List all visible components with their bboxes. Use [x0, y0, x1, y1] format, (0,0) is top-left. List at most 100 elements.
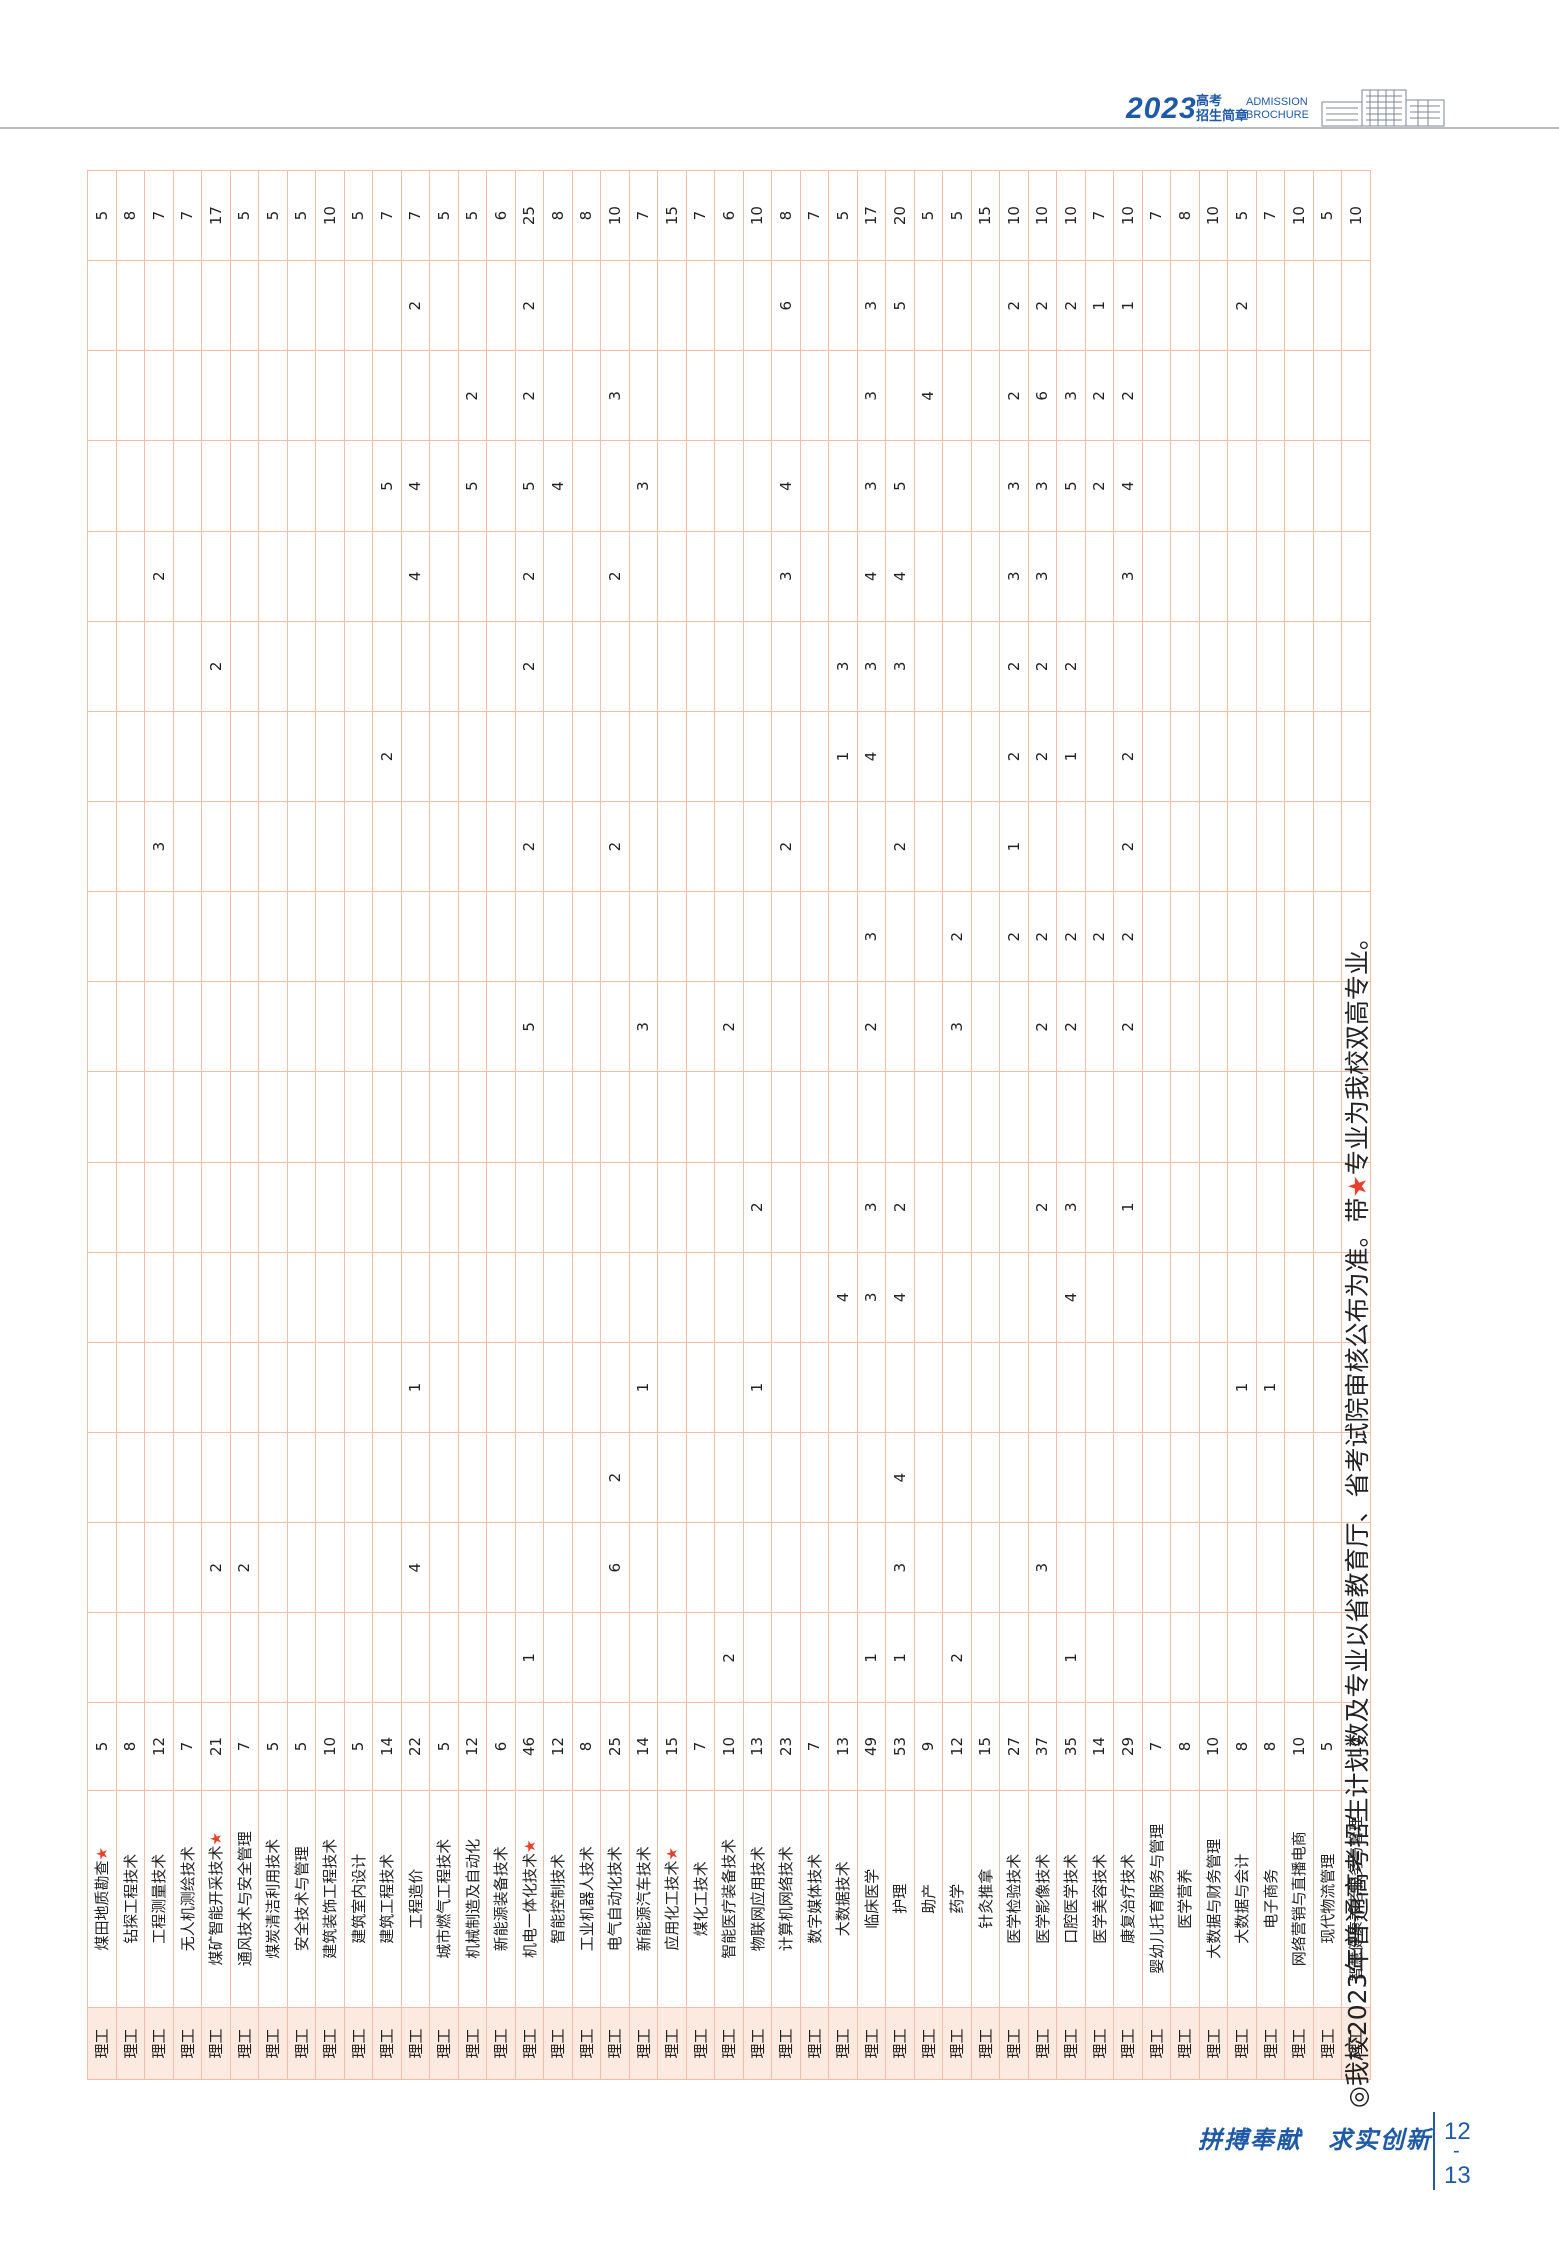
empty-cell: [942, 1432, 971, 1523]
empty-cell: [173, 1432, 202, 1523]
empty-cell: [914, 981, 943, 1072]
empty-cell: [543, 801, 572, 892]
count-cell: 3: [857, 1162, 886, 1253]
empty-cell: [572, 260, 601, 351]
count-cell: 7: [372, 170, 401, 261]
empty-cell: [657, 1162, 686, 1253]
empty-cell: [657, 1432, 686, 1523]
category-cell: 理工: [1199, 2007, 1228, 2080]
empty-cell: [87, 1071, 116, 1163]
empty-cell: [743, 1522, 772, 1613]
empty-cell: [771, 1071, 800, 1163]
empty-cell: [173, 1071, 202, 1163]
category-cell: 理工: [942, 2007, 971, 2080]
empty-cell: [429, 981, 458, 1072]
empty-cell: [287, 440, 316, 532]
header-rule: [0, 127, 1559, 129]
empty-cell: [800, 891, 829, 982]
major-cell: 煤化工技术: [686, 1790, 715, 2008]
major-cell: 工程测量技术: [144, 1790, 173, 2008]
count-cell: 3: [1113, 531, 1142, 622]
empty-cell: [458, 891, 487, 982]
empty-cell: [116, 1071, 145, 1163]
empty-cell: [543, 621, 572, 712]
empty-cell: [1199, 621, 1228, 712]
empty-cell: [429, 260, 458, 351]
empty-cell: [173, 440, 202, 532]
empty-cell: [629, 350, 658, 441]
total-cell: 49: [857, 1702, 886, 1791]
empty-cell: [486, 621, 515, 712]
count-cell: 2: [458, 350, 487, 441]
empty-cell: [1256, 711, 1285, 802]
empty-cell: [429, 1162, 458, 1253]
category-cell: 理工: [800, 2007, 829, 2080]
empty-cell: [686, 801, 715, 892]
empty-cell: [230, 350, 259, 441]
empty-cell: [971, 1071, 1000, 1163]
empty-cell: [515, 1522, 544, 1613]
count-cell: 3: [857, 621, 886, 712]
count-cell: 10: [1341, 170, 1370, 261]
empty-cell: [629, 1522, 658, 1613]
empty-cell: [1199, 711, 1228, 802]
empty-cell: [572, 1612, 601, 1703]
empty-cell: [1056, 801, 1085, 892]
category-cell: 理工: [486, 2007, 515, 2080]
count-cell: 10: [315, 170, 344, 261]
major-cell: 煤矿智能开采技术★: [201, 1790, 230, 2008]
empty-cell: [287, 1071, 316, 1163]
empty-cell: [201, 1342, 230, 1433]
empty-cell: [116, 260, 145, 351]
total-cell: 15: [971, 1702, 1000, 1791]
empty-cell: [543, 1162, 572, 1253]
count-cell: 2: [600, 531, 629, 622]
total-cell: 5: [344, 1702, 373, 1791]
count-cell: 10: [743, 170, 772, 261]
empty-cell: [258, 1522, 287, 1613]
empty-cell: [657, 1252, 686, 1343]
empty-cell: [287, 1612, 316, 1703]
count-cell: 8: [1170, 170, 1199, 261]
empty-cell: [800, 711, 829, 802]
empty-cell: [828, 1162, 857, 1253]
total-cell: 7: [230, 1702, 259, 1791]
empty-cell: [714, 801, 743, 892]
major-cell: 医学营养: [1170, 1790, 1199, 2008]
empty-cell: [87, 981, 116, 1072]
total-cell: 7: [1142, 1702, 1171, 1791]
count-cell: 2: [1056, 621, 1085, 712]
empty-cell: [1341, 621, 1370, 712]
empty-cell: [1199, 981, 1228, 1072]
category-cell: 理工: [999, 2007, 1028, 2080]
empty-cell: [344, 260, 373, 351]
category-cell: 理工: [1284, 2007, 1313, 2080]
empty-cell: [429, 1612, 458, 1703]
empty-cell: [116, 1342, 145, 1433]
empty-cell: [486, 801, 515, 892]
empty-cell: [800, 1612, 829, 1703]
category-cell: 理工: [429, 2007, 458, 2080]
count-cell: 20: [885, 170, 914, 261]
empty-cell: [914, 531, 943, 622]
empty-cell: [344, 531, 373, 622]
empty-cell: [515, 1342, 544, 1433]
category-cell: 理工: [857, 2007, 886, 2080]
count-cell: 7: [401, 170, 430, 261]
empty-cell: [1085, 1612, 1114, 1703]
count-cell: 2: [999, 891, 1028, 982]
empty-cell: [999, 1071, 1028, 1163]
empty-cell: [315, 1162, 344, 1253]
count-cell: 2: [1085, 440, 1114, 532]
empty-cell: [743, 621, 772, 712]
empty-cell: [315, 1342, 344, 1433]
count-cell: 4: [857, 711, 886, 802]
empty-cell: [1170, 981, 1199, 1072]
table-row: 理工 大数据与财务管理 10 10: [1199, 170, 1228, 2080]
empty-cell: [372, 891, 401, 982]
empty-cell: [287, 1342, 316, 1433]
empty-cell: [458, 1071, 487, 1163]
empty-cell: [144, 891, 173, 982]
header-title-en-bottom: BROCHURE: [1246, 109, 1309, 121]
empty-cell: [144, 260, 173, 351]
